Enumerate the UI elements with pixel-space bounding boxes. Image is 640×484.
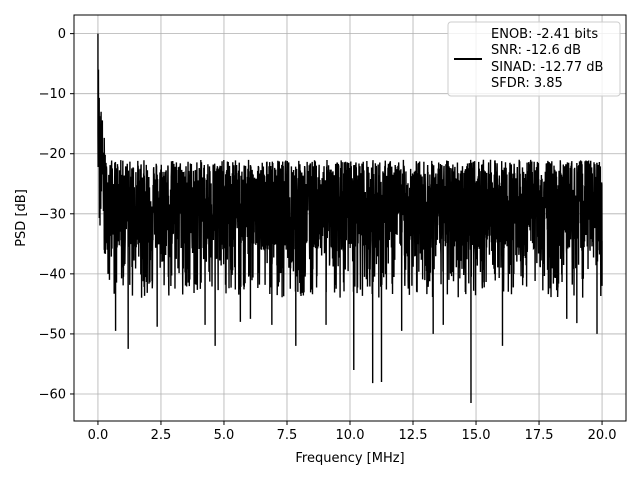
tick-layer: 0.0 2.5 5.0 7.5 10.0 12.5 15.0 17.5 20.0 0 −10 −20 −… [39, 27, 617, 443]
y-tick-label: −50 [39, 327, 66, 342]
x-tick-label: 0.0 [88, 428, 109, 443]
psd-series-line [97, 33, 603, 403]
y-tick-label: −30 [39, 207, 66, 222]
legend-entry-sfdr: SFDR: 3.85 [491, 76, 563, 91]
x-tick-label: 7.5 [277, 428, 298, 443]
x-axis-label: Frequency [MHz] [295, 451, 404, 466]
y-tick-label: −60 [39, 387, 66, 402]
legend-entry-sinad: SINAD: -12.77 dB [491, 60, 603, 75]
x-tick-label: 20.0 [588, 428, 617, 443]
x-tick-label: 15.0 [462, 428, 491, 443]
y-axis-label: PSD [dB] [14, 189, 29, 247]
series-layer [97, 33, 603, 403]
y-tick-label: −20 [39, 147, 66, 162]
legend-box [447, 21, 621, 97]
x-tick-label: 12.5 [399, 428, 428, 443]
x-tick-label: 17.5 [525, 428, 554, 443]
x-tick-label: 5.0 [214, 428, 235, 443]
y-tick-label: −10 [39, 87, 66, 102]
y-tick-label: 0 [58, 27, 66, 42]
legend: ENOB: -2.41 bits SNR: -12.6 dB SINAD: -1… [447, 21, 621, 97]
x-tick-label: 2.5 [151, 428, 172, 443]
x-tick-label: 10.0 [336, 428, 365, 443]
legend-entry-enob: ENOB: -2.41 bits [491, 27, 598, 42]
legend-entry-snr: SNR: -12.6 dB [491, 43, 581, 58]
y-tick-label: −40 [39, 267, 66, 282]
